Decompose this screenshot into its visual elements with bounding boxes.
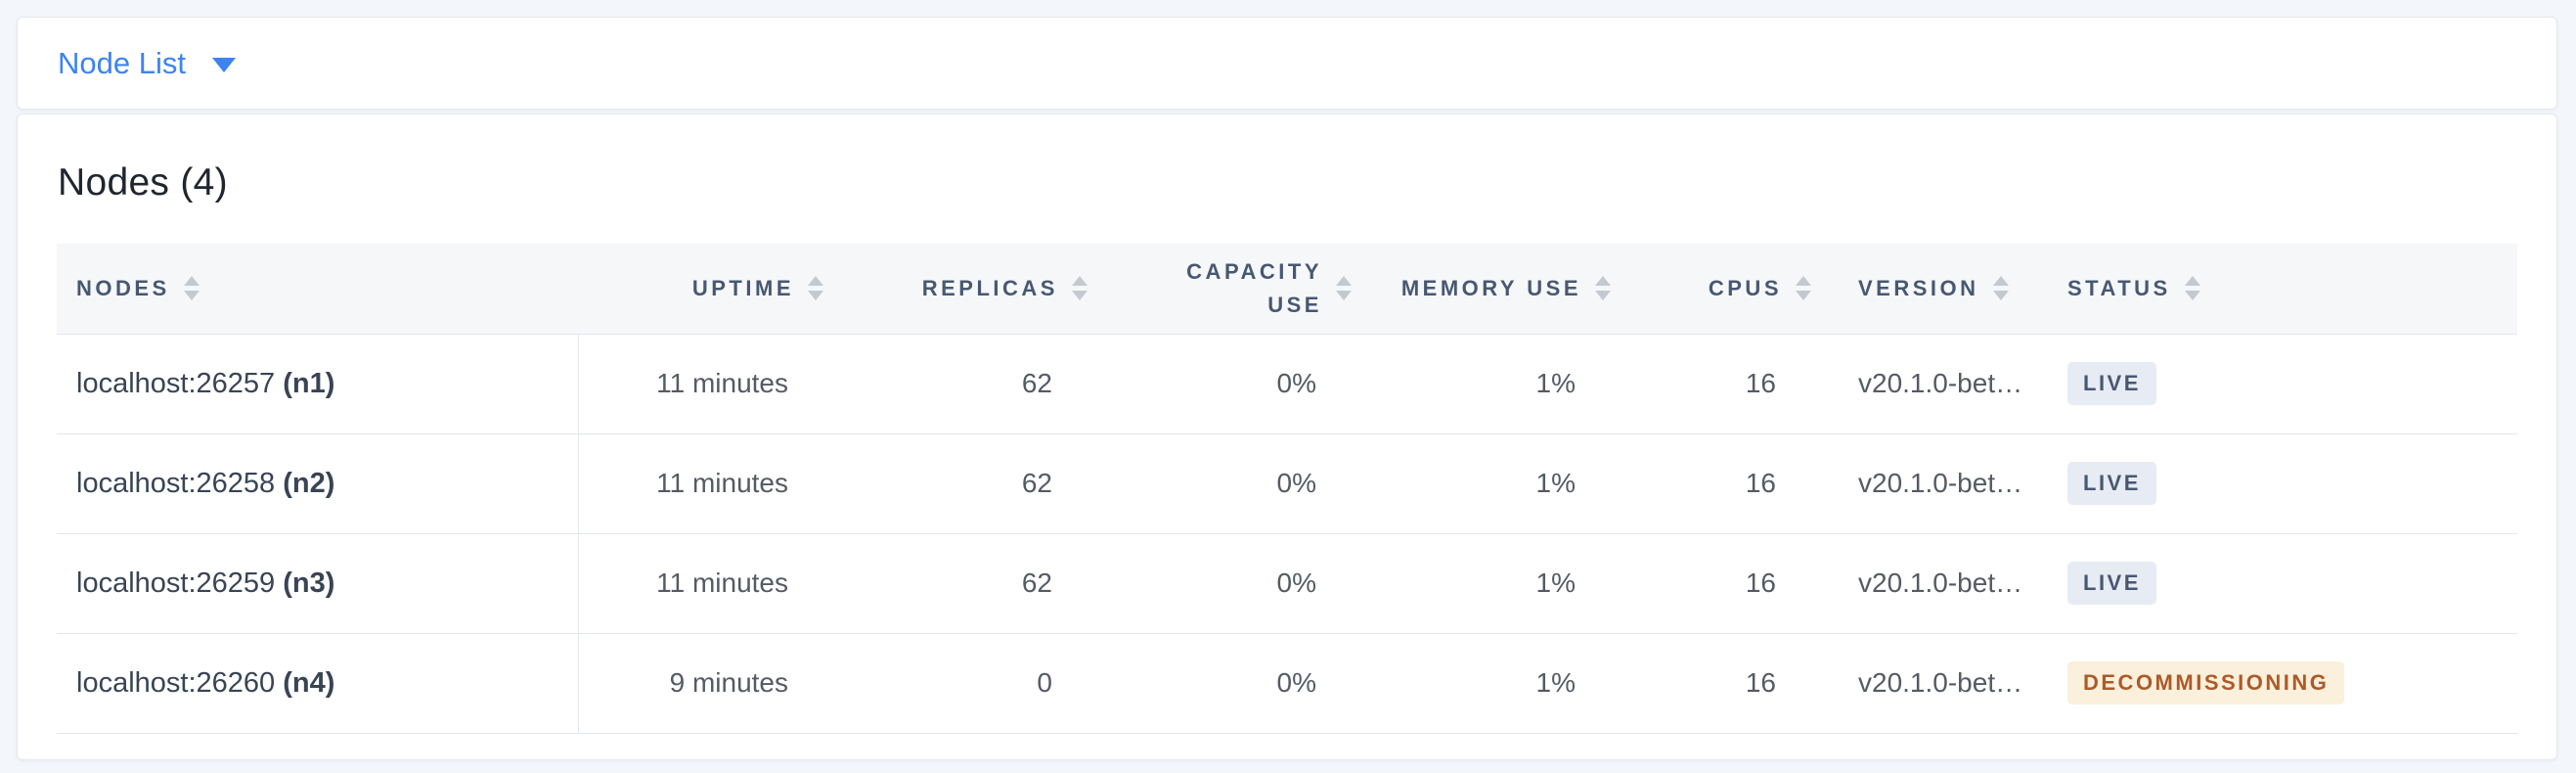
cell-cpus: 16 [1626,533,1827,634]
node-id: (n4) [283,666,335,699]
page-title: Nodes (4) [58,161,228,204]
node-id: (n3) [283,567,335,599]
view-selector-label: Node List [58,45,186,80]
cell-status: LIVE [2042,533,2517,634]
column-header-status[interactable]: STATUS [2042,244,2517,335]
sort-icon [2184,276,2200,301]
node-address: localhost:26258 (n2) [76,467,335,499]
column-header-label: STATUS [2067,275,2171,300]
column-header-cpus[interactable]: CPUS [1626,244,1827,335]
status-badge: LIVE [2067,361,2156,406]
cell-capacity_use: 0% [1103,633,1367,734]
cell-status: LIVE [2042,433,2517,534]
node-address: localhost:26260 (n4) [76,666,335,699]
table-row: localhost:26257 (n1) 11 minutes 62 0% 1% 16 v2… [57,334,2517,434]
cell-version: v20.1.0-bet… [1827,633,2042,734]
column-header-label: NODES [76,275,170,300]
nodes-panel: Nodes (4) NODES UPTIME REPLICAS CAPACITY US… [17,114,2557,760]
column-header-version[interactable]: VERSION [1827,244,2042,335]
sort-icon [1336,276,1352,301]
cell-capacity_use: 0% [1103,334,1367,434]
cell-version: v20.1.0-bet… [1827,334,2042,434]
column-header-label: VERSION [1858,275,1979,300]
table-row: localhost:26259 (n3) 11 minutes 62 0% 1% 16 v2… [57,533,2517,634]
column-header-replicas[interactable]: REPLICAS [839,244,1103,335]
cell-cpus: 16 [1626,334,1827,434]
cell-cpus: 16 [1626,633,1827,734]
view-selector-dropdown[interactable]: Node List [58,46,236,81]
column-header-nodes[interactable]: NODES [57,244,578,335]
cell-uptime: 11 minutes [578,334,839,434]
sort-icon [1992,276,2009,301]
column-header-memory_use[interactable]: MEMORY USE [1367,244,1626,335]
sort-icon [1796,276,1811,301]
node-id: (n1) [283,367,335,399]
cell-replicas: 62 [839,334,1103,434]
table-row: localhost:26258 (n2) 11 minutes 62 0% 1% 16 v2… [57,433,2517,534]
node-address-cell[interactable]: localhost:26259 (n3) [57,533,579,634]
cell-memory_use: 1% [1367,334,1626,434]
node-address: localhost:26257 (n1) [76,367,335,399]
sort-icon [1072,276,1088,301]
cell-capacity_use: 0% [1103,533,1367,634]
view-selector-card: Node List [17,17,2557,110]
cell-cpus: 16 [1626,433,1827,534]
cell-version: v20.1.0-bet… [1827,433,2042,534]
chevron-down-icon [211,58,236,72]
status-badge: LIVE [2067,561,2156,606]
cell-status: DECOMMISSIONING [2042,633,2517,734]
sort-icon [808,276,823,301]
node-address-cell[interactable]: localhost:26257 (n1) [57,334,579,434]
cell-memory_use: 1% [1367,533,1626,634]
cell-uptime: 11 minutes [578,433,839,534]
table-row: localhost:26260 (n4) 9 minutes 0 0% 1% 16 v20.… [57,633,2517,734]
node-address-cell[interactable]: localhost:26260 (n4) [57,633,579,734]
cell-version: v20.1.0-bet… [1827,533,2042,634]
cell-uptime: 11 minutes [578,533,839,634]
cell-replicas: 62 [839,533,1103,634]
cell-memory_use: 1% [1367,433,1626,534]
node-id: (n2) [283,467,335,499]
cell-status: LIVE [2042,334,2517,434]
cell-uptime: 9 minutes [578,633,839,734]
node-address-cell[interactable]: localhost:26258 (n2) [57,433,579,534]
column-header-uptime[interactable]: UPTIME [578,244,839,335]
column-header-label: MEMORY USE [1400,275,1581,300]
column-header-label: REPLICAS [921,275,1058,300]
sort-icon [183,276,200,301]
cell-memory_use: 1% [1367,633,1626,734]
column-header-label: CPUS [1708,275,1782,300]
cell-capacity_use: 0% [1103,433,1367,534]
sort-icon [1595,276,1611,301]
column-header-label: UPTIME [691,275,794,300]
status-badge: LIVE [2067,461,2156,506]
cell-replicas: 62 [839,433,1103,534]
node-address: localhost:26259 (n3) [76,567,335,599]
cell-replicas: 0 [839,633,1103,734]
status-badge: DECOMMISSIONING [2067,660,2345,705]
column-header-capacity_use[interactable]: CAPACITY USE [1103,244,1367,335]
column-header-label: CAPACITY USE [1186,258,1322,317]
nodes-table: NODES UPTIME REPLICAS CAPACITY USE MEMORY US… [57,244,2517,734]
table-header-row: NODES UPTIME REPLICAS CAPACITY USE MEMORY US… [57,244,2517,335]
